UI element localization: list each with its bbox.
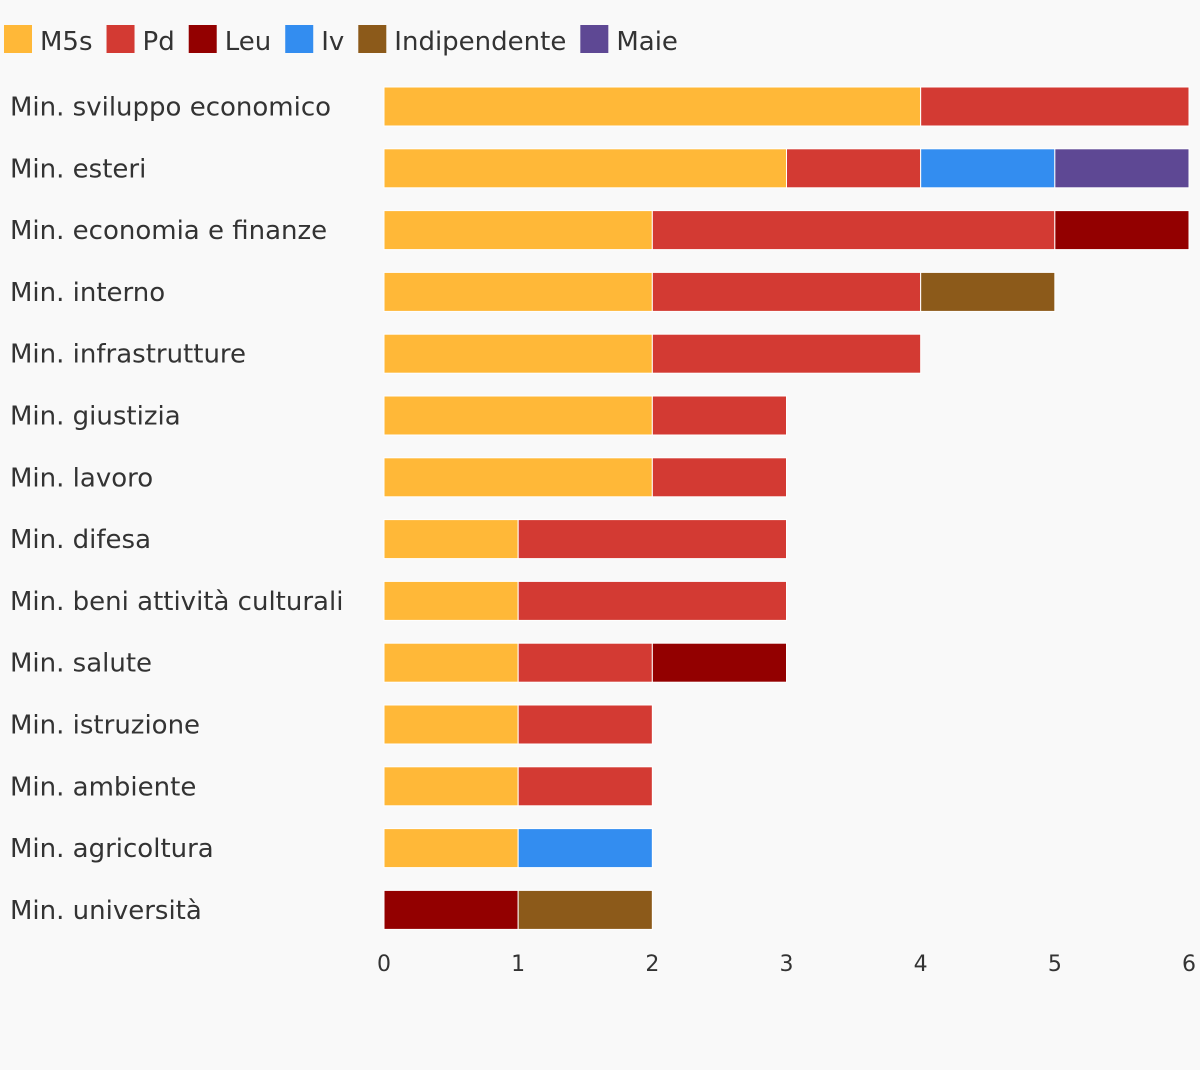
bar-pd-min-economia-e-finanze <box>651 210 1056 251</box>
bar-m5s-min-beni-attivita-culturali <box>383 580 519 621</box>
legend-label: Indipendente <box>394 27 566 57</box>
legend-item-m5s: M5s <box>4 25 93 57</box>
bar-m5s-min-salute <box>383 642 519 683</box>
legend-label: Iv <box>321 27 344 57</box>
bar-pd-min-lavoro <box>651 457 787 498</box>
bar-indipendente-min-universita <box>517 889 653 930</box>
category-label: Min. agricoltura <box>10 834 214 864</box>
legend-label: Pd <box>143 27 175 57</box>
category-label: Min. giustizia <box>10 402 181 432</box>
category-label: Min. difesa <box>10 525 151 555</box>
x-tick-label: 4 <box>914 952 928 977</box>
bar-pd-min-ambiente <box>517 766 653 807</box>
category-label: Min. interno <box>10 278 165 308</box>
bar-m5s-min-esteri <box>383 148 787 189</box>
legend-swatch-m5s <box>4 25 32 53</box>
bar-m5s-min-lavoro <box>383 457 653 498</box>
category-label: Min. università <box>10 896 202 926</box>
bar-pd-min-infrastrutture <box>651 333 922 374</box>
x-tick-label: 1 <box>511 952 525 977</box>
bar-pd-min-esteri <box>786 148 922 189</box>
legend-item-maie: Maie <box>580 25 678 57</box>
legend-label: Maie <box>616 27 678 57</box>
legend-swatch-pd <box>106 25 135 53</box>
legend-item-indipendente: Indipendente <box>358 25 566 57</box>
bar-pd-min-sviluppo-economico <box>920 86 1190 127</box>
bar-iv-min-agricoltura <box>517 828 653 869</box>
category-label: Min. salute <box>10 649 152 679</box>
category-label: Min. beni attività culturali <box>10 587 343 617</box>
category-label: Min. esteri <box>10 154 146 184</box>
x-tick-label: 0 <box>377 952 391 977</box>
legend: M5s Pd Leu Iv Indipendente Maie <box>4 25 678 57</box>
bar-leu-min-universita <box>383 889 519 930</box>
category-labels: Min. sviluppo economico Min. esteri Min. e… <box>10 93 343 926</box>
legend-label: M5s <box>40 27 93 57</box>
bar-pd-min-salute <box>517 642 653 683</box>
x-axis: 0 1 2 3 4 5 6 <box>377 952 1196 977</box>
legend-label: Leu <box>225 27 272 57</box>
legend-item-leu: Leu <box>188 25 272 57</box>
legend-swatch-leu <box>188 25 217 53</box>
x-tick-label: 3 <box>780 952 794 977</box>
bar-m5s-min-sviluppo-economico <box>383 86 922 127</box>
bar-maie-min-esteri <box>1054 148 1190 189</box>
bar-m5s-min-difesa <box>383 519 519 560</box>
category-label: Min. istruzione <box>10 711 200 741</box>
bar-pd-min-beni-attivita-culturali <box>517 580 788 621</box>
bar-pd-min-giustizia <box>651 395 787 436</box>
bar-leu-min-economia-e-finanze <box>1054 210 1190 251</box>
bars <box>383 86 1190 930</box>
bar-pd-min-interno <box>651 271 922 312</box>
category-label: Min. sviluppo economico <box>10 93 331 123</box>
bar-m5s-min-giustizia <box>383 395 653 436</box>
category-label: Min. economia e finanze <box>10 216 327 246</box>
legend-item-iv: Iv <box>285 25 344 57</box>
category-label: Min. infrastrutture <box>10 340 246 370</box>
x-tick-label: 6 <box>1182 952 1196 977</box>
bar-pd-min-istruzione <box>517 704 653 745</box>
legend-swatch-indipendente <box>358 25 387 53</box>
category-label: Min. ambiente <box>10 772 196 802</box>
legend-item-pd: Pd <box>106 25 175 57</box>
x-tick-label: 5 <box>1048 952 1062 977</box>
bar-leu-min-salute <box>651 642 787 683</box>
bar-pd-min-difesa <box>517 519 788 560</box>
bar-m5s-min-istruzione <box>383 704 519 745</box>
category-label: Min. lavoro <box>10 463 153 493</box>
bar-m5s-min-agricoltura <box>383 828 519 869</box>
legend-swatch-maie <box>580 25 609 53</box>
x-tick-label: 2 <box>645 952 659 977</box>
bar-m5s-min-ambiente <box>383 766 519 807</box>
bar-iv-min-esteri <box>920 148 1056 189</box>
bar-indipendente-min-interno <box>920 271 1056 312</box>
bar-m5s-min-infrastrutture <box>383 333 653 374</box>
bar-m5s-min-interno <box>383 271 653 312</box>
legend-swatch-iv <box>285 25 314 53</box>
bar-m5s-min-economia-e-finanze <box>383 210 653 251</box>
